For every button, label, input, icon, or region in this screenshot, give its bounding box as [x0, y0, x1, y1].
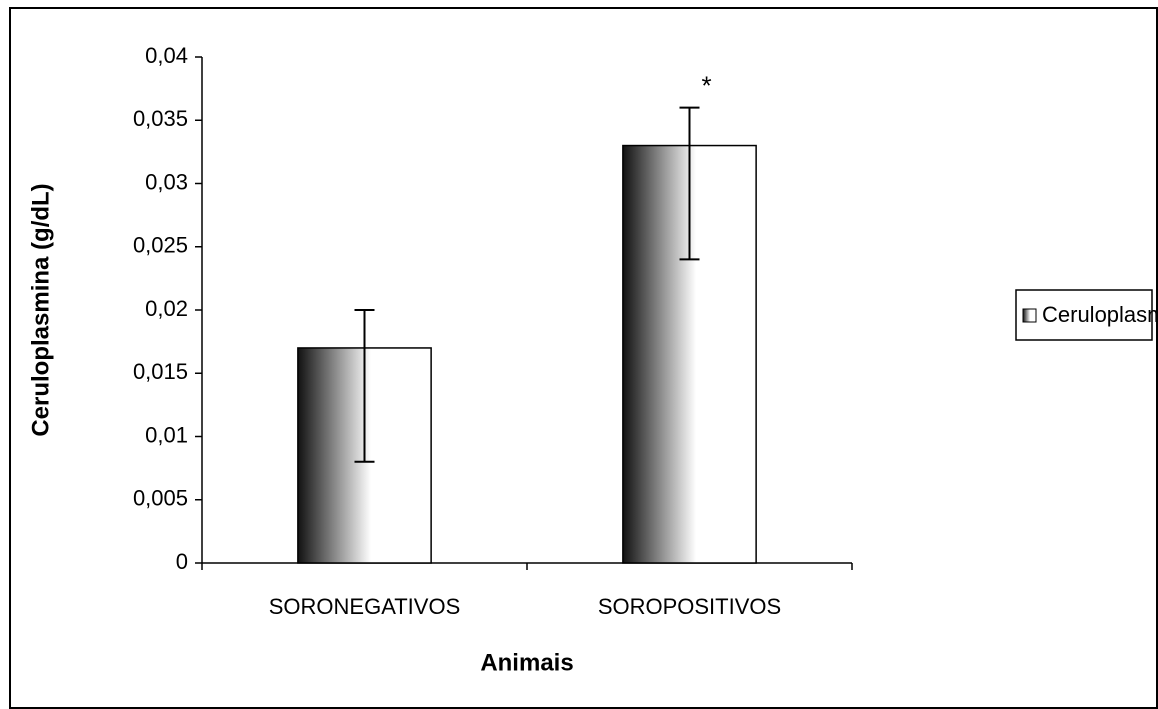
y-tick-label: 0,035 — [133, 106, 188, 131]
x-tick-label: SOROPOSITIVOS — [598, 594, 781, 619]
x-tick-label: SORONEGATIVOS — [269, 594, 461, 619]
y-tick-label: 0,015 — [133, 359, 188, 384]
error-bar-upper — [679, 106, 700, 146]
error-bar-upper — [354, 309, 375, 348]
y-axis-title: Ceruloplasmina (g/dL) — [27, 183, 54, 436]
legend-label: Ceruloplasmina — [1042, 302, 1158, 327]
legend-swatch — [1022, 308, 1037, 323]
y-tick-label: 0 — [176, 549, 188, 574]
error-bar-lower — [354, 347, 375, 463]
y-tick-label: 0,02 — [145, 296, 188, 321]
frame — [9, 7, 1158, 709]
legend — [1015, 289, 1153, 341]
error-bar-lower — [679, 145, 700, 261]
x-axis-title: Animais — [480, 649, 573, 676]
annotation: * — [701, 70, 711, 100]
y-tick-label: 0,04 — [145, 43, 188, 68]
y-tick-label: 0,005 — [133, 486, 188, 511]
y-tick-label: 0,01 — [145, 422, 188, 447]
y-tick-label: 0,03 — [145, 169, 188, 194]
y-tick-label: 0,025 — [133, 233, 188, 258]
